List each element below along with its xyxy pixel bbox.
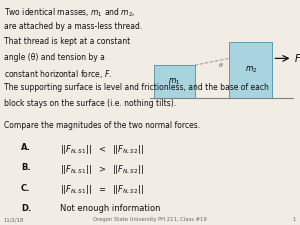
Text: Compare the magnitudes of the two normal forces.: Compare the magnitudes of the two normal…	[4, 121, 200, 130]
Text: A.: A.	[21, 143, 31, 152]
Text: Oregon State University PH 211, Class #19: Oregon State University PH 211, Class #1…	[93, 217, 207, 222]
Text: $F$: $F$	[294, 52, 300, 64]
Text: constant horizontal force, $F$.: constant horizontal force, $F$.	[4, 68, 112, 80]
Text: Two identical masses, $m_1$ and $m_2$,: Two identical masses, $m_1$ and $m_2$,	[4, 7, 135, 19]
Text: block stays on the surface (i.e. nothing tilts).: block stays on the surface (i.e. nothing…	[4, 99, 176, 108]
Text: $||F_{N,S1}||$  $>$  $||F_{N,S2}||$: $||F_{N,S1}||$ $>$ $||F_{N,S2}||$	[60, 163, 144, 176]
Text: 1: 1	[293, 217, 296, 222]
Text: C.: C.	[21, 184, 30, 193]
Text: 11/2/18: 11/2/18	[4, 217, 24, 222]
Text: That thread is kept at a constant: That thread is kept at a constant	[4, 37, 130, 46]
Bar	[229, 42, 272, 98]
Text: $m_2$: $m_2$	[244, 64, 257, 75]
Text: $m_1$: $m_1$	[168, 76, 181, 87]
Text: $||F_{N,S1}||$  $<$  $||F_{N,S2}||$: $||F_{N,S1}||$ $<$ $||F_{N,S2}||$	[60, 143, 144, 156]
Text: D.: D.	[21, 204, 31, 213]
Text: The supporting surface is level and frictionless, and the base of each: The supporting surface is level and fric…	[4, 83, 269, 92]
Text: $||F_{N,S1}||$  $=$  $||F_{N,S2}||$: $||F_{N,S1}||$ $=$ $||F_{N,S2}||$	[60, 184, 144, 196]
Text: angle (θ) and tension by a: angle (θ) and tension by a	[4, 53, 105, 62]
Bar	[154, 65, 195, 98]
Text: $\theta$: $\theta$	[218, 61, 224, 69]
Text: B.: B.	[21, 163, 31, 172]
Text: are attached by a mass-less thread.: are attached by a mass-less thread.	[4, 22, 142, 31]
Text: Not enough information: Not enough information	[60, 204, 160, 213]
